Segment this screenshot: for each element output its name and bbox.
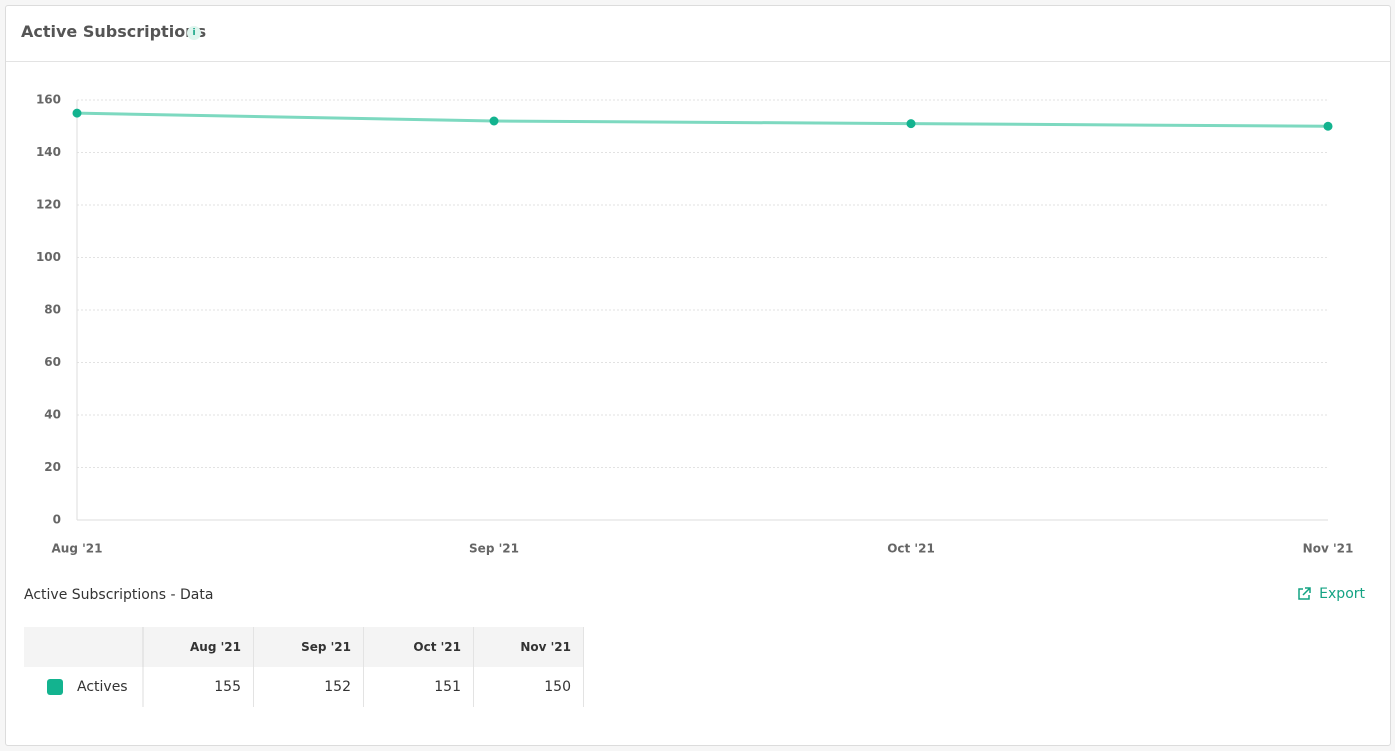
export-button[interactable]: Export <box>1297 586 1365 602</box>
card-title: Active Subscriptions <box>21 22 207 41</box>
card-header: Active Subscriptions i <box>6 6 1390 62</box>
y-tick-label: 60 <box>44 355 61 369</box>
data-point <box>72 108 82 118</box>
data-point <box>1323 121 1333 131</box>
value-cell: 151 <box>363 667 474 707</box>
y-tick-label: 80 <box>44 303 61 317</box>
column-header: Aug '21 <box>143 627 254 667</box>
series-cell: Actives <box>24 667 144 707</box>
column-header: Oct '21 <box>363 627 474 667</box>
data-point <box>489 116 499 126</box>
export-icon <box>1298 587 1311 600</box>
data-table: Aug '21 Sep '21 Oct '21 Nov '21 Actives 155… <box>24 627 584 707</box>
card: Active Subscriptions i <box>5 5 1391 746</box>
value-cell: 152 <box>253 667 364 707</box>
y-tick-label: 160 <box>36 93 61 107</box>
y-tick-label: 140 <box>36 145 61 159</box>
info-icon[interactable]: i <box>187 26 201 40</box>
column-header: Sep '21 <box>253 627 364 667</box>
table-row: Actives 155 152 151 150 <box>24 667 584 707</box>
x-tick-label: Aug '21 <box>52 542 103 556</box>
x-tick-label: Nov '21 <box>1303 542 1354 556</box>
x-tick-label: Sep '21 <box>469 542 519 556</box>
value-cell: 155 <box>143 667 254 707</box>
series-line <box>76 111 1329 128</box>
chart: 0 20 40 60 80 100 120 140 160 Aug '21 Sep '21 Oct '… <box>36 93 1354 556</box>
y-tick-label: 40 <box>44 408 61 422</box>
series-name: Actives <box>77 679 128 695</box>
y-tick-label: 20 <box>44 460 61 474</box>
table-header-row: Aug '21 Sep '21 Oct '21 Nov '21 <box>24 627 584 667</box>
header-cell <box>24 627 144 667</box>
legend-swatch <box>47 679 63 695</box>
y-tick-label: 100 <box>36 250 61 264</box>
y-tick-label: 0 <box>53 513 61 527</box>
y-tick-label: 120 <box>36 198 61 212</box>
x-tick-label: Oct '21 <box>887 542 935 556</box>
value-cell: 150 <box>473 667 584 707</box>
data-point <box>906 119 916 129</box>
table-title: Active Subscriptions - Data <box>24 587 214 603</box>
column-header: Nov '21 <box>473 627 584 667</box>
export-label: Export <box>1319 586 1365 602</box>
